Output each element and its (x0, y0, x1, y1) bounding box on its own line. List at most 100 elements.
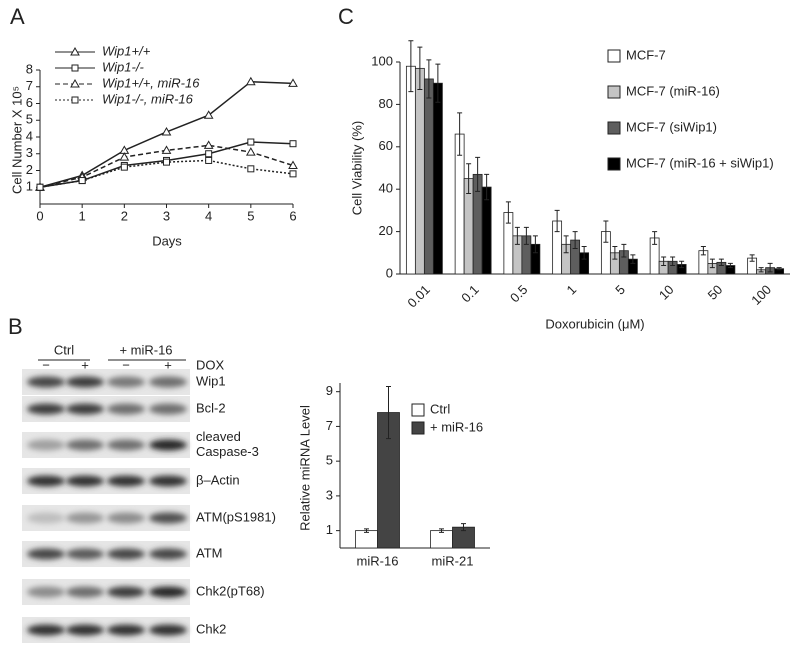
blot-band (149, 586, 187, 598)
blot-band (149, 475, 187, 487)
blot-band (107, 439, 145, 451)
marker (245, 76, 256, 86)
blot-band (66, 512, 104, 524)
bar (430, 530, 453, 549)
x-tick-label: 3 (163, 208, 170, 223)
marker (289, 170, 297, 178)
blot-band (149, 376, 187, 388)
error-bar (749, 254, 755, 262)
x-tick-label: 0.1 (458, 282, 481, 305)
panel-label: C (338, 4, 354, 29)
x-tick-label: 2 (121, 208, 128, 223)
y-tick-label: 1 (26, 179, 33, 194)
bar (405, 65, 416, 275)
error-bar (727, 262, 733, 269)
marker (203, 110, 214, 119)
marker (247, 138, 255, 146)
legend-label: MCF-7 (miR-16) (626, 83, 720, 98)
error-bar (408, 40, 414, 93)
error-bar (466, 163, 472, 194)
y-tick-label: 60 (379, 138, 393, 153)
blot-band (107, 403, 145, 415)
legend-label: MCF-7 (626, 47, 666, 62)
lane-sign: + (81, 357, 89, 372)
error-bar (603, 220, 609, 243)
y-tick-label: 4 (26, 128, 33, 143)
marker (120, 163, 128, 171)
y-tick-label: 20 (379, 223, 393, 238)
y-tick-label: 3 (326, 487, 333, 502)
blot-band (66, 439, 104, 451)
legend-swatch (411, 403, 425, 417)
blot-band (27, 439, 65, 451)
blot-label: ATM (196, 545, 222, 560)
legend-label: MCF-7 (siWip1) (626, 119, 717, 134)
legend-swatch (411, 421, 425, 435)
error-bar (514, 226, 520, 245)
x-tick-label: 100 (748, 282, 774, 308)
x-axis-label: Doxorubicin (μM) (545, 316, 644, 331)
marker (163, 158, 170, 166)
blot-band (27, 512, 65, 524)
marker (161, 145, 172, 154)
x-tick-label: miR-21 (432, 553, 474, 568)
lane-sign: − (122, 357, 130, 372)
x-tick-label: 1 (563, 282, 579, 298)
blot-band (27, 376, 65, 388)
x-tick-label: 0.01 (404, 282, 433, 311)
error-bar (581, 245, 587, 260)
blot-label: Wip1 (196, 373, 226, 388)
blot-band (107, 512, 145, 524)
x-tick-label: 5 (612, 282, 628, 298)
y-tick-label: 9 (326, 383, 333, 398)
y-tick-label: 40 (379, 181, 393, 196)
x-tick-label: 0.5 (507, 282, 530, 305)
lane-sign: − (42, 357, 50, 372)
panel-label: B (8, 314, 23, 339)
blot-band (66, 376, 104, 388)
marker (119, 152, 130, 161)
y-axis-label: Relative miRNA Level (297, 405, 312, 531)
error-bar (386, 385, 391, 440)
error-bar (572, 231, 578, 250)
error-bar (661, 256, 667, 267)
error-bar (630, 254, 636, 264)
error-bar (767, 262, 773, 273)
error-bar (679, 260, 685, 269)
y-tick-label: 2 (26, 162, 33, 177)
blot-band (149, 403, 187, 415)
legend-label: Ctrl (430, 401, 450, 416)
error-bar (532, 235, 538, 254)
y-tick-label: 80 (379, 96, 393, 111)
error-bar (417, 46, 423, 91)
error-bar (426, 59, 432, 99)
y-axis-label: Cell Number X 10⁵ (9, 86, 24, 194)
blot-band (66, 475, 104, 487)
marker (203, 140, 214, 149)
blot-label: ATM(pS1981) (196, 509, 276, 524)
x-tick-label: 1 (79, 208, 86, 223)
legend-label: Wip1-/-, miR-16 (102, 91, 194, 106)
y-axis-label: Cell Viability (%) (349, 121, 364, 215)
bar (432, 82, 443, 275)
error-bar (670, 256, 676, 267)
blot-band (107, 586, 145, 598)
x-tick-label: 0 (36, 208, 43, 223)
blot-band (149, 548, 187, 560)
error-bar (439, 528, 444, 533)
blot-band (66, 548, 104, 560)
panel-label: A (10, 4, 25, 29)
legend-swatch (607, 157, 621, 171)
marker (161, 126, 172, 136)
error-bar (700, 245, 706, 256)
blot-label: β–Actin (196, 472, 240, 487)
error-bar (563, 235, 569, 254)
treatment-label: DOX (196, 357, 225, 372)
blot-band (27, 403, 65, 415)
error-bar (457, 112, 463, 156)
blot-band (66, 403, 104, 415)
lane-sign: + (164, 357, 172, 372)
marker (205, 156, 213, 164)
error-bar (758, 267, 764, 273)
